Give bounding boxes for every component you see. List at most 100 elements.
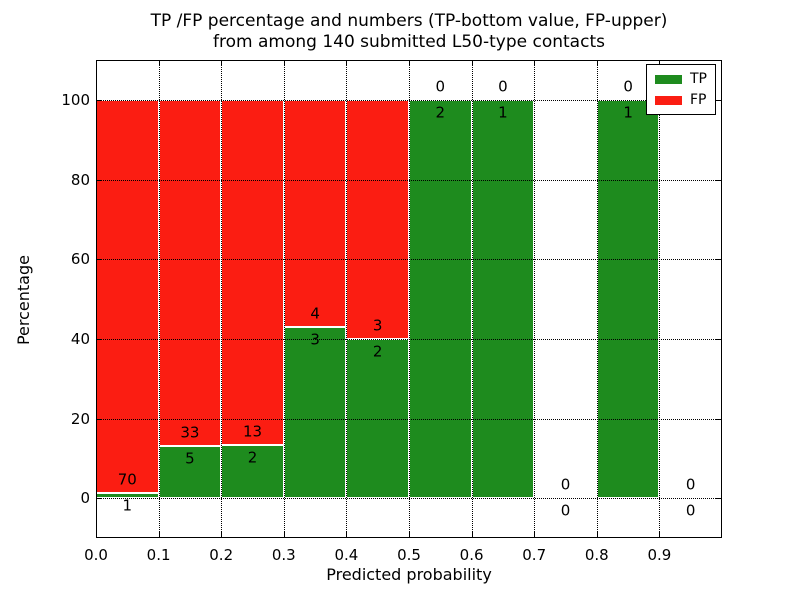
x-tickmark xyxy=(346,61,348,66)
x-tickmark xyxy=(158,532,160,537)
legend-row-fp: FP xyxy=(655,93,707,107)
x-tick-label: 0.4 xyxy=(334,546,359,564)
x-tickmark xyxy=(534,61,536,66)
fp-count-label: 0 xyxy=(435,77,446,96)
fp-count-label: 0 xyxy=(498,77,508,96)
chart-title-line1: TP /FP percentage and numbers (TP-bottom… xyxy=(150,11,668,31)
y-tickmark xyxy=(97,259,102,261)
y-tick-label: 40 xyxy=(70,329,90,348)
x-tickmark xyxy=(96,61,97,66)
x-tickmark xyxy=(221,532,223,537)
bar-segment-tp xyxy=(471,99,535,499)
y-tickmark xyxy=(97,99,102,101)
tp-count-label: 2 xyxy=(372,342,383,361)
bar-segment-tp xyxy=(221,445,284,499)
chart-title: TP /FP percentage and numbers (TP-bottom… xyxy=(96,11,722,53)
tp-count-label: 5 xyxy=(185,449,195,468)
fp-count-label: 33 xyxy=(180,423,200,442)
chart-title-line2: from among 140 submitted L50-type contac… xyxy=(213,32,605,52)
x-tickmark xyxy=(659,61,661,66)
v-gridline xyxy=(221,60,223,538)
x-tickmark xyxy=(346,532,348,537)
bar-segment-fp xyxy=(346,99,409,339)
fp-count-label: 0 xyxy=(685,475,696,494)
tp-count-label: 1 xyxy=(623,103,633,122)
bar-segment-fp xyxy=(158,99,222,446)
v-gridline xyxy=(346,60,348,538)
legend-row-tp: TP xyxy=(655,72,707,86)
x-tickmark xyxy=(409,61,410,66)
fp-count-label: 0 xyxy=(560,475,571,494)
x-tick-label: 0.0 xyxy=(84,546,108,564)
bar-segment-tp xyxy=(346,338,409,499)
bar-segment-fp xyxy=(96,99,159,493)
y-tickmark xyxy=(716,259,721,261)
tp-count-label: 3 xyxy=(310,330,320,349)
x-tick-label: 0.3 xyxy=(271,546,296,564)
x-tick-label: 0.6 xyxy=(459,546,484,564)
y-tickmark xyxy=(97,179,102,181)
legend-label-fp: FP xyxy=(690,92,707,108)
legend: TP FP xyxy=(646,64,716,115)
x-tick-label: 0.5 xyxy=(397,546,421,564)
y-tickmark xyxy=(97,418,102,420)
v-gridline xyxy=(283,60,285,538)
fp-count-label: 13 xyxy=(242,422,263,441)
tp-count-label: 0 xyxy=(685,501,696,520)
y-tick-label: 60 xyxy=(70,250,90,269)
x-tickmark xyxy=(158,61,160,66)
tp-count-label: 2 xyxy=(247,448,258,467)
tp-count-label: 2 xyxy=(435,103,446,122)
x-tickmark xyxy=(471,61,473,66)
x-axis-label: Predicted probability xyxy=(326,565,492,584)
x-tick-label: 0.7 xyxy=(522,546,547,564)
tp-count-label: 1 xyxy=(498,103,508,122)
x-tick-label: 0.9 xyxy=(647,546,672,564)
x-tickmark xyxy=(596,532,598,537)
v-gridline xyxy=(596,60,598,538)
x-tickmark xyxy=(534,532,536,537)
fp-swatch-icon xyxy=(655,95,682,105)
fp-count-label: 4 xyxy=(310,304,320,323)
y-tickmark xyxy=(716,418,721,420)
v-gridline xyxy=(471,60,473,538)
y-axis-label: Percentage xyxy=(14,255,33,346)
x-tick-label: 0.2 xyxy=(209,546,234,564)
x-tickmark xyxy=(409,532,410,537)
y-tick-label: 20 xyxy=(70,409,90,428)
y-tickmark xyxy=(716,498,721,500)
fp-count-label: 3 xyxy=(372,316,383,335)
x-tickmark xyxy=(471,532,473,537)
tp-count-label: 1 xyxy=(122,496,133,515)
y-tickmark xyxy=(716,338,721,340)
x-tickmark xyxy=(221,61,223,66)
y-tick-label: 80 xyxy=(70,170,90,189)
bar-segment-fp xyxy=(221,99,284,446)
legend-label-tp: TP xyxy=(690,71,707,87)
v-gridline xyxy=(659,60,661,538)
fp-count-label: 0 xyxy=(623,77,633,96)
bar-segment-fp xyxy=(283,99,347,328)
v-gridline xyxy=(409,60,410,538)
x-tickmark xyxy=(283,61,285,66)
y-tick-label: 100 xyxy=(61,90,90,109)
tp-swatch-icon xyxy=(655,74,682,84)
tp-count-label: 0 xyxy=(560,501,571,520)
y-tick-label: 0 xyxy=(80,489,90,508)
x-tick-label: 0.1 xyxy=(146,546,171,564)
x-tickmark xyxy=(283,532,285,537)
x-tick-label: 0.8 xyxy=(584,546,609,564)
x-tickmark xyxy=(96,532,97,537)
y-tickmark xyxy=(716,179,721,181)
x-tickmark xyxy=(596,61,598,66)
bar-segment-tp xyxy=(596,99,660,499)
bar-segment-tp xyxy=(283,327,347,499)
y-tickmark xyxy=(716,99,721,101)
v-gridline xyxy=(158,60,160,538)
bar-segment-tp xyxy=(409,99,472,499)
y-tickmark xyxy=(97,338,102,340)
y-tickmark xyxy=(97,498,102,500)
fp-count-label: 70 xyxy=(117,470,137,489)
x-tickmark xyxy=(659,532,661,537)
